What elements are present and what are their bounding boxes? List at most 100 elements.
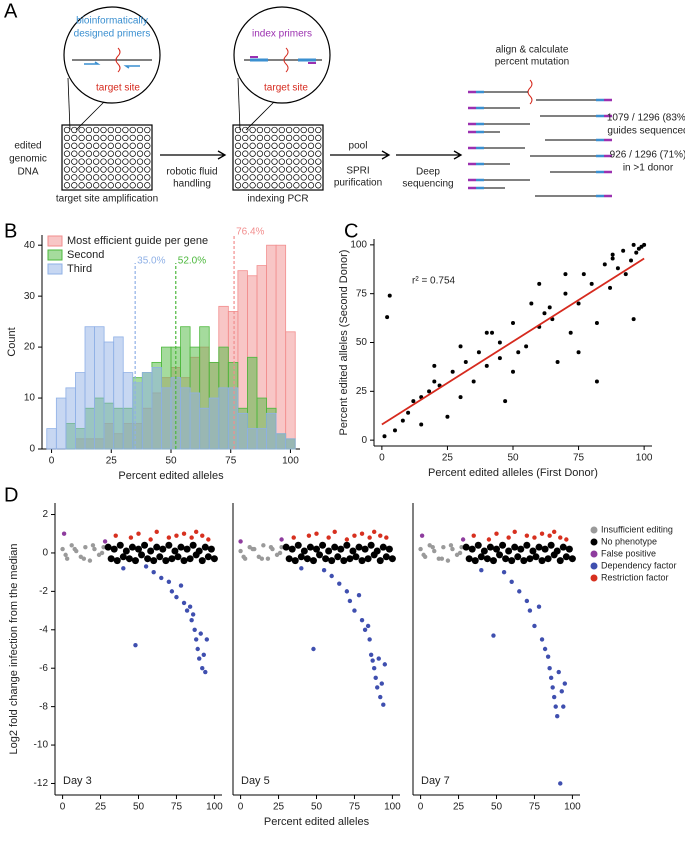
well: [293, 166, 300, 173]
y-tick-label: -12: [34, 778, 49, 789]
well: [278, 174, 285, 181]
point: [441, 544, 446, 550]
well: [256, 166, 264, 173]
well: [114, 158, 122, 165]
panel-label: Day 3: [63, 775, 92, 787]
well: [315, 166, 322, 173]
point: [148, 537, 153, 542]
well: [256, 126, 264, 134]
target-mark: [527, 79, 533, 105]
point: [282, 543, 290, 551]
point: [143, 564, 149, 569]
well: [315, 126, 322, 134]
well: [93, 142, 100, 149]
x-tick-label: 50: [311, 802, 323, 813]
point: [631, 317, 636, 322]
point: [190, 612, 196, 617]
well: [136, 150, 144, 157]
well: [63, 150, 71, 157]
point: [83, 544, 88, 550]
well: [129, 134, 136, 142]
panel-label: C: [344, 220, 358, 242]
point: [192, 627, 197, 632]
point: [210, 555, 218, 563]
point: [291, 535, 296, 540]
well: [293, 182, 300, 189]
well: [242, 126, 249, 134]
point: [125, 555, 133, 563]
point: [334, 553, 342, 561]
point: [547, 666, 552, 671]
well: [85, 142, 93, 149]
well: [285, 142, 293, 149]
point: [406, 410, 411, 415]
point: [381, 702, 386, 707]
well: [144, 158, 151, 165]
well: [271, 182, 278, 189]
point: [358, 557, 366, 565]
well: [293, 158, 300, 165]
well: [249, 158, 256, 165]
label: 1079 / 1296 (83%): [607, 113, 685, 124]
arrow: [330, 150, 391, 160]
point: [436, 556, 442, 561]
point: [411, 399, 416, 404]
well: [71, 126, 78, 134]
well: [242, 174, 249, 181]
index-primer: [250, 56, 316, 64]
well: [136, 158, 144, 165]
point: [555, 360, 560, 365]
well: [271, 174, 278, 181]
x-tick-label: 50: [491, 802, 503, 813]
label: sequencing: [402, 179, 453, 190]
point: [462, 543, 470, 551]
well: [136, 142, 144, 149]
point: [555, 714, 560, 719]
label: designed primers: [74, 29, 151, 40]
point: [356, 593, 362, 598]
point: [483, 555, 491, 563]
workflow-diagram: [61, 6, 612, 198]
point: [319, 541, 327, 549]
well: [100, 134, 107, 142]
label: target site: [96, 83, 140, 94]
x-tick-label: 25: [453, 802, 465, 813]
legend-label: Dependency factor: [601, 560, 677, 570]
well: [129, 182, 136, 189]
point: [559, 689, 564, 694]
bar: [275, 244, 287, 450]
point: [277, 550, 283, 556]
well: [315, 174, 322, 181]
well: [256, 134, 264, 142]
label: indexing PCR: [247, 194, 308, 205]
panel-label: Day 7: [421, 775, 450, 787]
bar: [151, 367, 162, 450]
point: [524, 533, 530, 538]
x-tick-label: 100: [206, 802, 223, 813]
point: [119, 553, 127, 561]
bar: [285, 331, 296, 450]
point: [355, 543, 363, 551]
point: [459, 544, 464, 550]
point: [322, 555, 330, 563]
well: [71, 134, 78, 142]
well: [264, 174, 271, 181]
median-label: 35.0%: [137, 256, 165, 267]
point: [168, 555, 176, 563]
point: [471, 379, 476, 384]
point: [159, 575, 164, 581]
well: [107, 182, 114, 189]
bar: [141, 372, 153, 450]
well: [264, 126, 271, 134]
point: [337, 581, 342, 586]
well: [144, 166, 151, 173]
point: [344, 537, 350, 542]
bar: [275, 433, 287, 450]
well: [271, 166, 278, 173]
x-tick-label: 75: [529, 802, 541, 813]
well: [234, 150, 242, 157]
point: [439, 556, 445, 561]
point: [511, 543, 519, 551]
well: [285, 134, 293, 142]
